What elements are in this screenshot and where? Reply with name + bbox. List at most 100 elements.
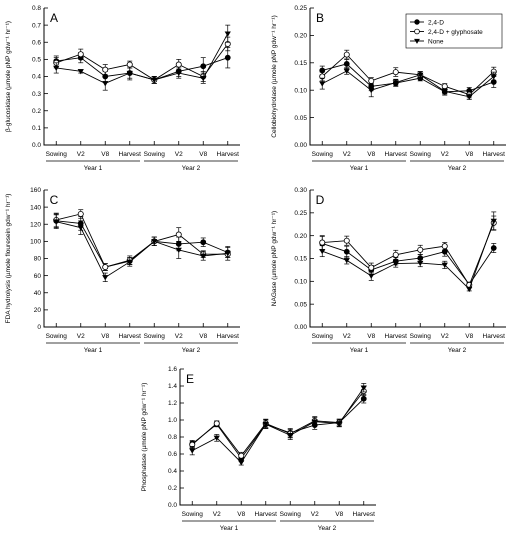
data-point xyxy=(336,421,343,427)
y-tick-label: 160 xyxy=(30,187,41,194)
data-point xyxy=(200,75,207,82)
data-point xyxy=(102,275,109,281)
y-tick-label: 20 xyxy=(34,307,42,314)
y-tick-label: 0.0 xyxy=(32,142,41,149)
x-tick-label: Harvest xyxy=(255,511,278,518)
y-tick-label: 0.1 xyxy=(32,125,41,132)
x-tick-label: Sowing xyxy=(144,151,166,158)
data-point xyxy=(238,452,245,459)
y-tick-label: 0.4 xyxy=(32,74,41,81)
data-point xyxy=(126,259,133,265)
legend: 2,4-D 2,4-D + glyphosate None xyxy=(405,13,503,49)
data-point xyxy=(368,87,375,94)
data-point xyxy=(319,248,326,255)
legend-marker xyxy=(414,38,420,44)
y-tick-label: 0.25 xyxy=(294,210,307,217)
y-axis-label: NAGase (µmole pNP gdw⁻¹ hr⁻¹) xyxy=(271,211,278,306)
data-point xyxy=(319,239,326,246)
series-0 xyxy=(319,59,497,96)
x-tick-label: Harvest xyxy=(353,511,376,518)
data-point xyxy=(490,218,497,225)
y-tick-label: 0.4 xyxy=(168,468,177,475)
series-line xyxy=(56,213,228,268)
x-tick-label: Sowing xyxy=(144,333,166,340)
y-axis-label: FDA hydrolysis (µmole flouresein gdw⁻¹ h… xyxy=(5,194,12,324)
legend-label: 2,4-D xyxy=(428,19,444,26)
data-point xyxy=(151,77,158,83)
data-point xyxy=(126,70,133,77)
legend-label: None xyxy=(428,38,444,45)
x-tick-label: Sowing xyxy=(182,511,204,518)
x-tick-label: Harvest xyxy=(483,333,506,340)
panel-letter: E xyxy=(186,372,194,386)
data-point xyxy=(417,246,424,253)
x-tick-label: Sowing xyxy=(46,151,68,158)
data-point xyxy=(360,395,367,402)
data-point xyxy=(441,243,448,250)
y-tick-label: 0.6 xyxy=(32,39,41,46)
x-tick-label: Harvest xyxy=(217,151,240,158)
data-point xyxy=(287,433,294,439)
x-tick-label: V2 xyxy=(343,333,351,340)
panel-letter: C xyxy=(50,193,59,207)
data-point xyxy=(175,247,182,253)
data-point xyxy=(417,260,424,267)
series-2 xyxy=(53,24,231,91)
data-point xyxy=(441,262,448,268)
y-tick-label: 0.15 xyxy=(294,256,307,263)
y-tick-label: 0.10 xyxy=(294,279,307,286)
x-tick-label: Harvest xyxy=(119,333,142,340)
data-point xyxy=(343,60,350,67)
y-tick-label: 0.2 xyxy=(168,485,177,492)
data-point xyxy=(392,261,399,267)
data-point xyxy=(368,264,375,271)
y-tick-label: 120 xyxy=(30,221,41,228)
y-tick-label: 1.0 xyxy=(168,417,177,424)
panel-letter: D xyxy=(316,193,325,207)
panel-a: 0.0 0.1 0.2 0.3 0.4 0.5 0.6 0.7 0.8 Sowing V2 V8 Har… xyxy=(5,5,240,172)
data-point xyxy=(392,251,399,258)
data-point xyxy=(102,264,109,271)
axis-lines xyxy=(179,369,376,506)
series-0 xyxy=(53,213,231,271)
data-point xyxy=(343,68,350,75)
x-tick-label: V2 xyxy=(213,511,221,518)
x-tick-label: Sowing xyxy=(410,333,432,340)
data-point xyxy=(392,80,399,86)
data-point xyxy=(213,420,220,427)
data-point xyxy=(441,89,448,95)
axis-lines xyxy=(309,190,506,328)
legend-box xyxy=(405,13,503,49)
x-tick-label: V8 xyxy=(465,333,473,340)
series-line xyxy=(56,33,229,84)
x-tick-label: V8 xyxy=(199,333,207,340)
data-point xyxy=(343,51,350,58)
data-point xyxy=(466,94,473,100)
data-point xyxy=(441,83,448,90)
x-tick-label: V2 xyxy=(311,511,319,518)
x-tick-label: V2 xyxy=(441,151,449,158)
legend-marker xyxy=(414,28,420,35)
x-tick-label: V8 xyxy=(237,511,245,518)
data-point xyxy=(77,210,84,217)
x-tick-label: Sowing xyxy=(312,333,334,340)
y-tick-label: 0.2 xyxy=(32,108,41,115)
panel-letter: B xyxy=(316,11,324,25)
y-tick-label: 0.15 xyxy=(294,60,307,67)
axis-lines xyxy=(43,190,240,328)
series-line xyxy=(322,70,495,98)
x-tick-label: V8 xyxy=(101,151,109,158)
data-point xyxy=(175,70,182,77)
y-tick-label: 0.00 xyxy=(294,324,307,331)
data-point xyxy=(343,248,350,255)
x-tick-label: Harvest xyxy=(217,333,240,340)
group-label: Year 2 xyxy=(448,347,467,354)
series-line xyxy=(321,53,495,96)
y-axis-label: Phosphatase (µmole pNP gdw⁻¹ hr⁻¹) xyxy=(141,383,148,492)
data-point xyxy=(319,81,326,87)
series-2 xyxy=(319,211,497,293)
y-tick-label: 100 xyxy=(30,239,41,246)
data-point xyxy=(77,69,84,75)
series-line xyxy=(56,43,229,81)
series-line xyxy=(56,221,228,278)
